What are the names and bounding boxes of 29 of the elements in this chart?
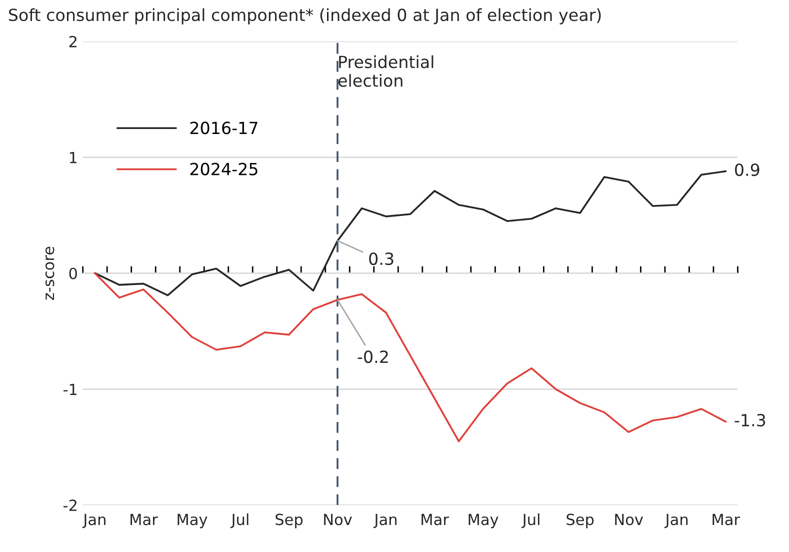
x-tick-label: Jan	[373, 514, 397, 528]
chart-title: Soft consumer principal component* (indexed 0 at Jan of election year)	[8, 8, 601, 24]
x-tick-label: May	[178, 514, 208, 528]
y-tick-label: 2	[69, 36, 76, 48]
legend-label: 2024-25	[190, 162, 258, 176]
x-tick-label: Mar	[712, 514, 740, 526]
ref-line-label: Presidential election	[338, 55, 434, 87]
annotation: 0.9	[735, 163, 760, 176]
x-tick-label: Jul	[230, 513, 248, 528]
annotation: -1.3	[734, 414, 766, 426]
x-tick-label: Sep	[566, 514, 594, 528]
y-tick-label: 0	[69, 268, 77, 280]
annotation: -0.2	[358, 350, 388, 364]
x-tick-label: May	[468, 514, 498, 528]
y-tick-label: -1	[64, 384, 77, 395]
x-tick-label: Jan	[82, 514, 106, 528]
x-tick-label: Mar	[130, 514, 158, 526]
y-tick-label: 1	[70, 152, 77, 164]
x-tick-label: Mar	[422, 514, 449, 526]
x-tick-label: Nov	[324, 514, 352, 526]
y-axis-title: z-score	[45, 246, 54, 300]
line-series	[94, 272, 726, 442]
x-tick-label: Jan	[664, 514, 688, 528]
y-tick-label: -2	[64, 500, 76, 511]
x-tick-label: Nov	[615, 514, 644, 526]
x-tick-label: Sep	[276, 514, 303, 528]
legend-label: 2016-17	[190, 122, 258, 134]
x-tick-label: Jul	[522, 513, 540, 528]
annotation: 0.3	[369, 252, 394, 266]
